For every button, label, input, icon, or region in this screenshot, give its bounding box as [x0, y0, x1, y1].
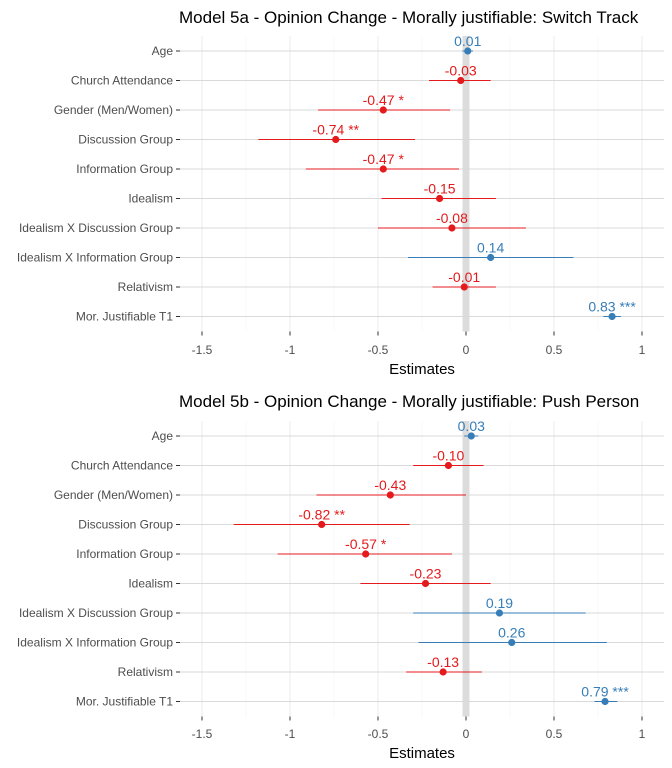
estimate-point	[508, 638, 516, 647]
term-label: Mor. Justifiable T1	[76, 310, 173, 324]
term-label: Discussion Group	[78, 133, 173, 147]
estimate-point	[460, 283, 468, 291]
estimate-point	[457, 76, 465, 85]
estimate-point	[467, 432, 475, 440]
model-5a-marks: Age 0.01 Church Attendance -0.03 Gender (Men…	[17, 33, 636, 324]
x-tick-label: -0.5	[368, 727, 389, 741]
term-label: Idealism X Information Group	[17, 251, 173, 265]
term-label: Mor. Justifiable T1	[76, 695, 173, 709]
estimate-point	[608, 312, 616, 321]
x-tick-label: 0	[463, 343, 470, 357]
estimate-point	[495, 609, 504, 617]
x-tick-label: -1.5	[192, 727, 213, 741]
estimate-point	[379, 165, 387, 173]
term-label: Age	[152, 44, 174, 58]
term-label: Gender (Men/Women)	[54, 488, 173, 502]
estimate-value-label: 0.03	[458, 418, 485, 434]
model-5a-x-tick-labels: -1.5 -1 -0.5 0 0.5 1	[192, 331, 646, 357]
term-label: Idealism	[128, 577, 173, 591]
model-5b-gridlines	[176, 421, 664, 717]
estimate-point	[439, 668, 447, 676]
estimate-value-label: -0.43	[374, 477, 406, 493]
term-label: Discussion Group	[78, 518, 173, 532]
estimate-point	[448, 224, 456, 232]
x-tick-label: -1	[285, 343, 296, 357]
x-tick-label: 1	[639, 727, 646, 741]
model-5a-panel: Model 5a - Opinion Change - Morally just…	[17, 8, 664, 378]
estimate-value-label: 0.19	[486, 595, 513, 611]
term-label: Age	[152, 429, 174, 443]
estimate-point	[362, 550, 370, 558]
estimate-value-label: -0.03	[445, 63, 477, 79]
term-label: Idealism	[128, 192, 173, 206]
estimate-value-label: -0.01	[448, 269, 480, 285]
estimate-point	[421, 579, 430, 588]
model-5b-title: Model 5b - Opinion Change - Morally just…	[179, 392, 639, 411]
estimate-point	[379, 106, 387, 114]
model-5b-x-axis-label: Estimates	[389, 745, 455, 762]
term-label: Church Attendance	[71, 459, 173, 473]
model-5b-marks: Age 0.03 Church Attendance -0.10 Gender (Men…	[17, 418, 629, 709]
estimate-value-label: 0.01	[454, 33, 481, 49]
estimate-value-label: -0.15	[424, 181, 456, 197]
estimate-point	[464, 47, 472, 55]
estimate-point	[436, 194, 444, 203]
model-5b-x-tick-labels: -1.5 -1 -0.5 0 0.5 1	[192, 716, 646, 741]
model-5a-title: Model 5a - Opinion Change - Morally just…	[179, 8, 639, 27]
x-tick-label: -1.5	[192, 343, 213, 357]
estimate-value-label: -0.23	[410, 566, 442, 582]
estimate-value-label: -0.47 *	[363, 92, 405, 108]
term-label: Relativism	[118, 665, 173, 679]
estimate-value-label: -0.08	[436, 210, 468, 226]
x-tick-label: 0	[463, 727, 470, 741]
estimate-point	[444, 461, 452, 470]
estimate-point	[318, 520, 326, 529]
estimate-point	[386, 491, 394, 499]
estimate-value-label: -0.47 *	[363, 151, 405, 167]
model-5b-panel: Model 5b - Opinion Change - Morally just…	[17, 392, 664, 762]
estimate-value-label: 0.83 ***	[588, 299, 636, 315]
estimate-point	[601, 697, 609, 706]
term-label: Idealism X Information Group	[17, 636, 173, 650]
estimate-point	[487, 253, 495, 262]
x-tick-label: -1	[285, 727, 296, 741]
term-label: Gender (Men/Women)	[54, 103, 173, 117]
term-label: Relativism	[118, 280, 173, 294]
x-tick-label: 1	[639, 343, 646, 357]
x-tick-label: 0.5	[546, 727, 563, 741]
model-5a-x-axis-label: Estimates	[389, 361, 455, 378]
estimate-value-label: 0.79 ***	[581, 684, 629, 700]
term-label: Idealism X Discussion Group	[19, 221, 173, 235]
estimate-value-label: -0.10	[432, 448, 464, 464]
estimate-value-label: 0.26	[498, 625, 525, 641]
x-tick-label: -0.5	[368, 343, 389, 357]
estimate-value-label: -0.74 **	[312, 122, 359, 138]
model-5a-gridlines	[176, 36, 664, 332]
estimate-value-label: -0.57 *	[345, 536, 387, 552]
term-label: Idealism X Discussion Group	[19, 606, 173, 620]
term-label: Church Attendance	[71, 74, 173, 88]
x-tick-label: 0.5	[546, 343, 563, 357]
term-label: Information Group	[76, 162, 173, 176]
term-label: Information Group	[76, 547, 173, 561]
estimate-point	[332, 135, 340, 144]
estimate-value-label: -0.82 **	[298, 507, 345, 523]
estimate-value-label: -0.13	[427, 654, 459, 670]
estimate-value-label: 0.14	[477, 240, 504, 256]
